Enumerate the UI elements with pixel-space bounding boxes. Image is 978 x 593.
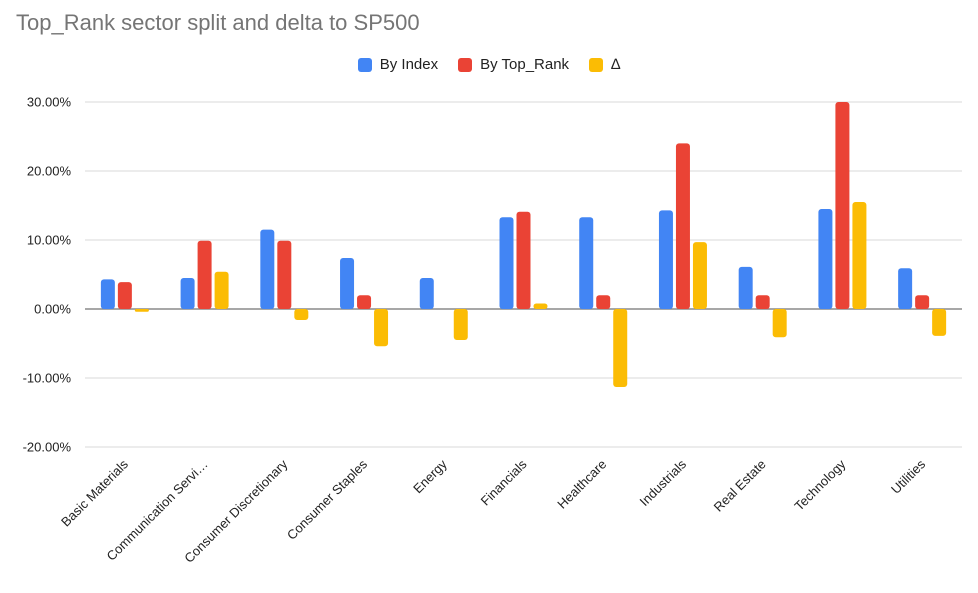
legend-item-by-index[interactable]: By Index	[357, 56, 439, 73]
bar-delta-10	[932, 309, 947, 336]
x-tick-label: Financials	[478, 456, 530, 508]
bar-by-index-3	[340, 257, 355, 309]
legend-label-by-top-rank: By Top_Rank	[480, 56, 570, 73]
bar-by-index-7	[658, 210, 673, 309]
bar-by-index-1	[180, 277, 195, 309]
bar-by-index-6	[579, 217, 594, 309]
bar-by-top-rank-7	[675, 143, 690, 309]
bar-delta-3	[374, 309, 389, 347]
bar-by-top-rank-1	[197, 240, 212, 309]
legend-label-by-index: By Index	[379, 56, 439, 73]
bar-by-top-rank-5	[516, 211, 531, 309]
x-tick-label: Consumer Staples	[284, 456, 371, 543]
bar-by-top-rank-10	[915, 295, 930, 309]
bar-by-index-10	[898, 268, 913, 309]
x-tick-label: Industrials	[637, 456, 690, 509]
bar-by-top-rank-2	[277, 240, 292, 309]
legend-swatch-by-top-rank	[458, 57, 473, 72]
bar-by-top-rank-0	[117, 282, 132, 309]
y-tick-label: 20.00%	[27, 164, 72, 179]
y-tick-label: 10.00%	[27, 233, 72, 248]
bar-by-index-0	[100, 279, 115, 309]
x-tick-label: Healthcare	[554, 457, 609, 512]
bar-by-index-2	[260, 229, 275, 309]
bar-by-top-rank-3	[357, 295, 372, 309]
bar-by-top-rank-9	[835, 102, 850, 309]
legend-swatch-by-index	[357, 57, 372, 72]
y-tick-label: -10.00%	[23, 371, 72, 386]
x-tick-label: Utilities	[888, 456, 929, 497]
bar-delta-9	[852, 202, 867, 309]
legend-item-by-top-rank[interactable]: By Top_Rank	[458, 56, 569, 73]
bar-by-top-rank-6	[596, 295, 611, 309]
bar-delta-0	[134, 309, 149, 312]
legend-label-delta: ∆	[611, 56, 621, 73]
bar-delta-4	[453, 309, 468, 341]
bar-delta-1	[214, 271, 229, 309]
bar-delta-5	[533, 303, 548, 309]
bar-by-index-8	[738, 266, 753, 309]
legend-swatch-delta	[589, 57, 604, 72]
bar-delta-6	[613, 309, 628, 387]
chart-title: Top_Rank sector split and delta to SP500	[16, 10, 420, 35]
y-tick-label: 0.00%	[34, 302, 71, 317]
legend-item-delta[interactable]: ∆	[589, 56, 620, 73]
bar-delta-7	[692, 242, 707, 309]
y-tick-label: 30.00%	[27, 95, 72, 110]
bar-delta-8	[772, 309, 787, 338]
y-tick-label: -20.00%	[23, 440, 72, 455]
bar-by-index-5	[499, 217, 514, 309]
x-tick-label: Real Estate	[711, 457, 769, 515]
legend: By Index By Top_Rank ∆	[0, 56, 978, 73]
x-tick-label: Basic Materials	[58, 456, 131, 529]
x-tick-label: Energy	[410, 456, 450, 496]
bar-by-index-4	[419, 277, 434, 309]
bar-delta-2	[294, 309, 309, 321]
bar-by-top-rank-8	[755, 295, 770, 309]
bar-by-index-9	[818, 208, 833, 309]
x-tick-label: Technology	[791, 456, 848, 513]
